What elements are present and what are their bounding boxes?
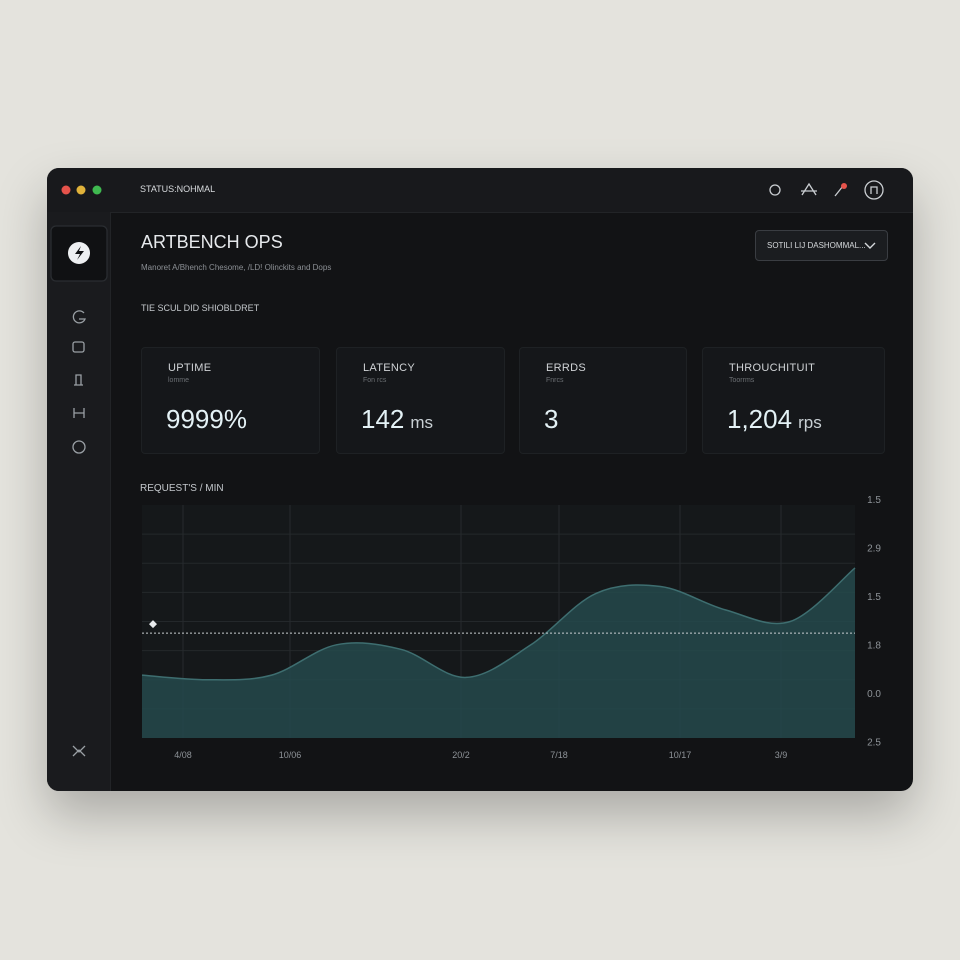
metric-card: UPTIME lomme 9999% [141,347,320,454]
profile-icon[interactable] [864,180,884,200]
nav-icon[interactable] [74,374,83,386]
page-subtitle: Manoret A/Bhench Chesome, /LD! Olinckits… [141,263,332,272]
profile-glyph [870,186,878,194]
x-axis-label: 10/06 [279,750,302,760]
metric-sublabel: Fon rcs [363,377,387,384]
metric-sublabel: lomme [168,377,190,384]
metric-number: 3 [544,404,559,434]
alert-icon[interactable] [801,182,817,196]
metric-label: THROUCHITUIT [729,362,816,374]
metric-sublabel: Fnrcs [546,377,564,384]
notification-dot [841,183,847,189]
area [142,567,855,738]
y-axis-label: 1.8 [867,641,881,652]
toolbar-icons [769,180,884,200]
x-axis-label: 20/2 [452,750,470,760]
x-axis-label: 4/08 [174,750,192,760]
title-bar: STATUS:NOHMAL [47,168,913,213]
dropdown-text: SOTILI LIJ DASHOMMAL... [767,241,866,250]
maximize-button[interactable] [92,185,102,195]
close-button[interactable] [61,185,71,195]
page-title: ARTBENCH OPS [141,232,283,252]
nav-icon[interactable] [72,341,85,353]
chart: 4/08 10/06 20/2 7/18 10/17 3/9 1.5 2.9 1.5 1.8 0.0… [141,495,881,760]
metric-number: 142 [361,404,405,434]
metric-card: LATENCY Fon rcs 142 ms [336,347,505,454]
logo-bolt [75,246,84,260]
app-window: STATUS:NOHMAL ARTBENCH OPS Manoret A/Bhe… [47,168,913,791]
sidebar [47,212,111,791]
metric-label: UPTIME [168,362,212,374]
metric-number: 9999% [166,404,247,434]
metric-value: 9999% [166,404,247,435]
minimize-button[interactable] [76,185,86,195]
metric-sublabel: Toorrms [729,377,755,384]
settings-icon[interactable] [769,184,781,196]
x-axis-label: 10/17 [669,750,692,760]
metric-unit: ms [410,413,434,432]
metric-value: 142 ms [361,404,433,435]
dropdown-caret [864,242,876,249]
reference-marker [149,620,157,629]
settings-nav-icon[interactable] [72,745,86,757]
dashboard-dropdown[interactable]: SOTILI LIJ DASHOMMAL... [755,230,888,261]
nav-icon[interactable] [73,408,85,418]
metric-card: THROUCHITUIT Toorrms 1,204 rps [702,347,885,454]
metric-value: 3 [544,404,558,435]
chart-title: REQUEST'S / MIN [140,483,224,494]
x-axis-label: 7/18 [550,750,568,760]
y-axis-label: 0.0 [867,689,881,700]
window-controls [61,185,102,195]
section-label: TIE SCUL DID SHIOBLDRET [141,303,260,313]
metric-label: LATENCY [363,362,416,374]
metric-unit: rps [798,413,822,432]
nav-icon[interactable] [72,440,86,454]
metric-value: 1,204 rps [727,404,822,435]
x-axis-label: 3/9 [775,750,788,760]
sidebar-icons [50,225,108,757]
metric-label: ERRDS [546,362,587,374]
plot-area [142,505,855,738]
area-line [141,567,856,681]
y-axis-label: 1.5 [867,495,881,506]
metric-number: 1,204 [727,404,793,434]
y-axis-label: 2.9 [867,544,881,555]
nav-icon[interactable] [72,310,86,324]
metric-card: ERRDS Fnrcs 3 [519,347,687,454]
y-axis-label: 2.5 [867,738,881,749]
status-text: STATUS:NOHMAL [140,184,216,194]
y-axis-label: 1.5 [867,592,881,603]
